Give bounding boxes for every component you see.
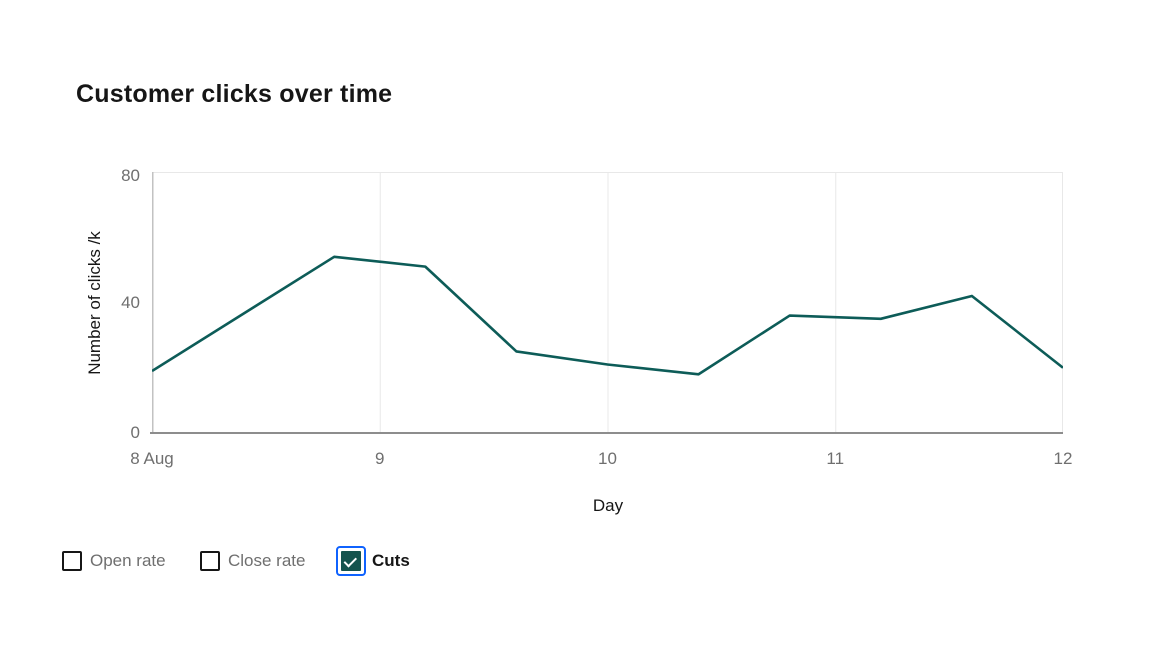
legend-label-open-rate[interactable]: Open rate [90, 551, 166, 570]
chart-title: Customer clicks over time [76, 80, 393, 108]
cuts-checkbox-focus-ring[interactable] [336, 546, 366, 576]
y-tick-label: 80 [121, 166, 140, 185]
line-series-cuts [152, 255, 1063, 376]
close-rate-checkbox[interactable] [200, 551, 220, 571]
x-axis-title: Day [592, 496, 624, 515]
x-tick-label: 10 [598, 449, 617, 468]
open-rate-checkbox[interactable] [62, 551, 82, 571]
plot-area [152, 172, 1063, 433]
y-tick-label: 40 [121, 292, 140, 312]
x-axis-line [150, 432, 1063, 434]
legend-label-cuts[interactable]: Cuts [372, 551, 410, 570]
x-tick-label: 12 [1053, 449, 1073, 468]
y-axis-title: Number of clicks /k [85, 231, 104, 375]
legend-item-cuts[interactable]: Cuts [336, 546, 410, 576]
legend-item-close-rate[interactable]: Close rate [200, 546, 305, 576]
x-tick-label: 9 [375, 449, 385, 468]
checkmark-icon [343, 553, 358, 568]
y-tick-label: 0 [130, 423, 140, 442]
x-tick-label: 8 Aug [130, 449, 174, 468]
legend-item-open-rate[interactable]: Open rate [62, 546, 166, 576]
cuts-checkbox[interactable] [341, 551, 361, 571]
legend-label-close-rate[interactable]: Close rate [228, 551, 306, 570]
x-tick-label: 11 [826, 449, 845, 468]
